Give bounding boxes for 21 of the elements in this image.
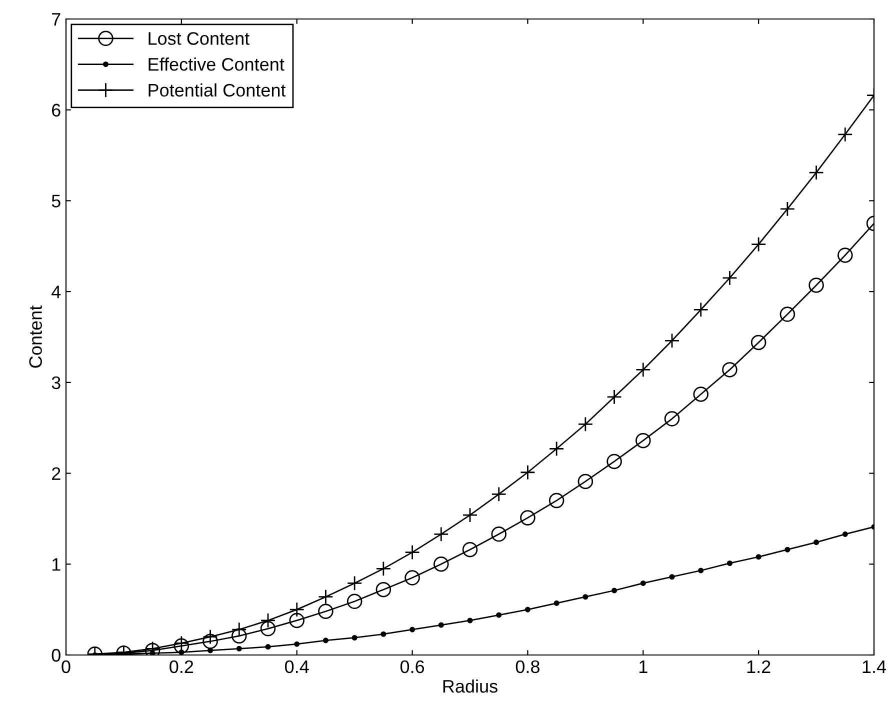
legend-label: Effective Content xyxy=(148,58,284,71)
x-tick-label: 0.2 xyxy=(170,660,194,674)
y-tick-label: 0 xyxy=(52,648,60,662)
x-axis-title: Radius xyxy=(443,679,498,693)
x-tick-label: 0.6 xyxy=(400,660,424,674)
legend-label: Lost Content xyxy=(148,32,250,45)
y-tick-label: 6 xyxy=(52,104,60,117)
x-tick-label: 0.8 xyxy=(516,660,540,674)
y-tick-label: 3 xyxy=(52,376,60,390)
x-tick-label: 1.4 xyxy=(862,660,886,673)
y-tick-label: 5 xyxy=(52,194,60,208)
x-tick-label: 1.2 xyxy=(747,660,770,673)
y-tick-label: 7 xyxy=(52,13,60,26)
x-tick-label: 0.4 xyxy=(285,660,309,674)
x-tick-label: 1 xyxy=(640,660,648,673)
legend-label: Potential Content xyxy=(148,83,286,97)
y-tick-label: 1 xyxy=(52,558,60,571)
y-tick-label: 2 xyxy=(52,467,60,480)
x-tick-label: 0 xyxy=(62,660,70,674)
y-tick-label: 4 xyxy=(52,286,61,298)
y-axis-title: Content xyxy=(29,306,42,368)
